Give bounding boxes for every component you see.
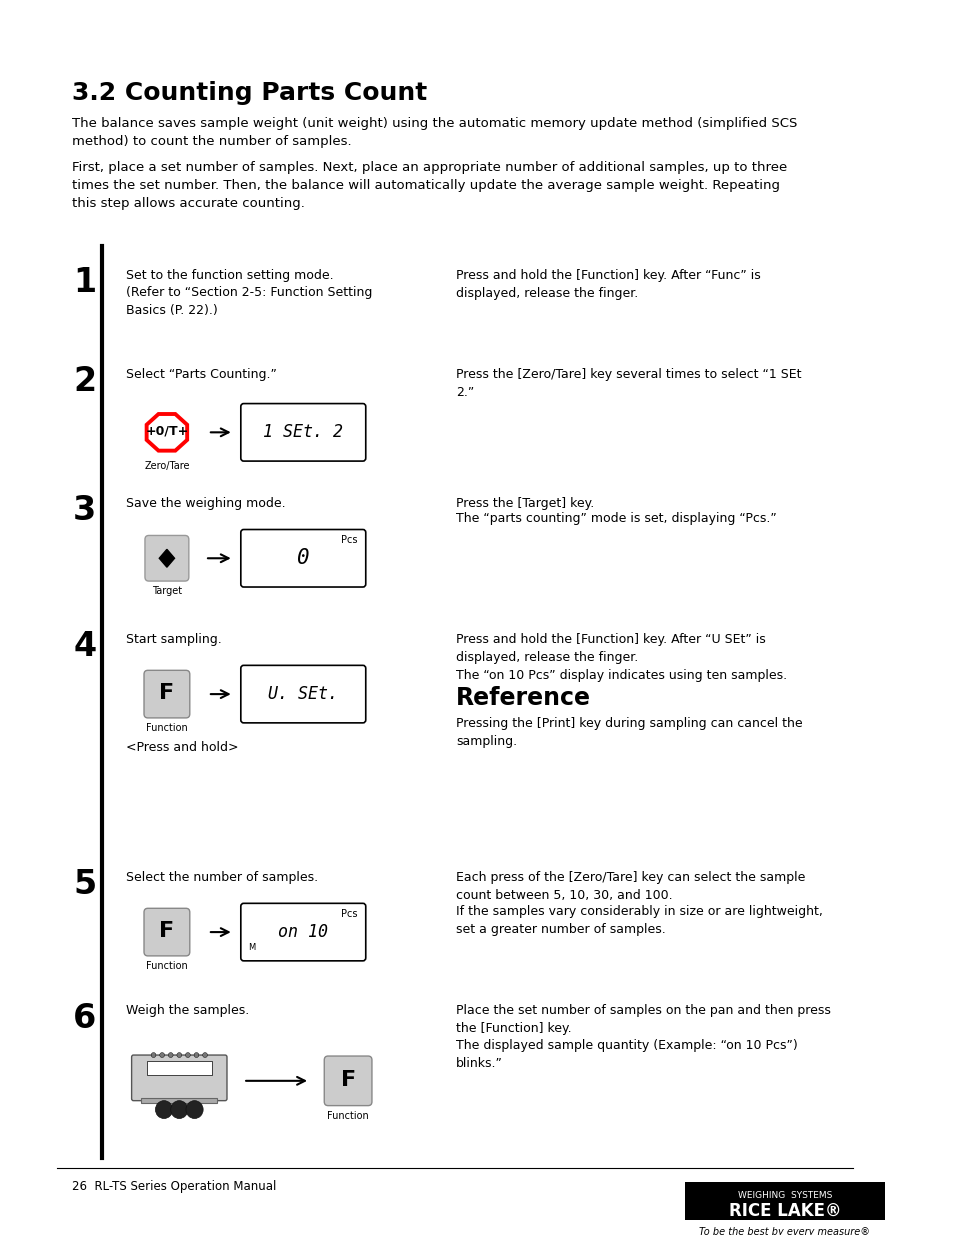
Text: Pcs: Pcs xyxy=(340,909,356,919)
FancyBboxPatch shape xyxy=(144,908,190,956)
Circle shape xyxy=(159,1052,164,1057)
Text: Set to the function setting mode.: Set to the function setting mode. xyxy=(126,269,334,282)
Text: Press the [Target] key.: Press the [Target] key. xyxy=(456,496,594,510)
Text: 3: 3 xyxy=(73,494,96,527)
FancyBboxPatch shape xyxy=(240,903,365,961)
FancyBboxPatch shape xyxy=(324,1056,372,1105)
Text: F: F xyxy=(340,1070,355,1089)
Text: Pcs: Pcs xyxy=(340,536,356,546)
Circle shape xyxy=(155,1100,172,1119)
Polygon shape xyxy=(159,550,174,567)
Text: Press the [Zero/Tare] key several times to select “1 SEt
2.”: Press the [Zero/Tare] key several times … xyxy=(456,368,801,399)
Text: F: F xyxy=(159,921,174,941)
Text: 0: 0 xyxy=(296,548,310,568)
FancyBboxPatch shape xyxy=(144,671,190,718)
FancyBboxPatch shape xyxy=(132,1055,227,1100)
Bar xyxy=(141,1098,217,1103)
FancyBboxPatch shape xyxy=(240,404,365,461)
Text: First, place a set number of samples. Next, place an appropriate number of addit: First, place a set number of samples. Ne… xyxy=(71,161,786,210)
Text: Save the weighing mode.: Save the weighing mode. xyxy=(126,496,285,510)
Bar xyxy=(684,1182,884,1220)
Text: The balance saves sample weight (unit weight) using the automatic memory update : The balance saves sample weight (unit we… xyxy=(71,117,796,148)
Text: 4: 4 xyxy=(73,630,96,663)
Bar xyxy=(147,1061,212,1074)
Text: 26  RL-TS Series Operation Manual: 26 RL-TS Series Operation Manual xyxy=(71,1179,275,1193)
Polygon shape xyxy=(147,414,187,451)
Circle shape xyxy=(151,1052,155,1057)
Circle shape xyxy=(171,1100,188,1119)
Text: Weigh the samples.: Weigh the samples. xyxy=(126,1004,249,1018)
Text: Reference: Reference xyxy=(456,687,590,710)
Text: 6: 6 xyxy=(73,1002,96,1035)
Text: 2: 2 xyxy=(73,364,96,398)
Text: To be the best by every measure®: To be the best by every measure® xyxy=(699,1226,869,1235)
Text: Place the set number of samples on the pan and then press
the [Function] key.: Place the set number of samples on the p… xyxy=(456,1004,830,1035)
Text: 1: 1 xyxy=(73,266,96,299)
Text: If the samples vary considerably in size or are lightweight,
set a greater numbe: If the samples vary considerably in size… xyxy=(456,905,821,936)
Text: The “parts counting” mode is set, displaying “Pcs.”: The “parts counting” mode is set, displa… xyxy=(456,511,776,525)
Text: M: M xyxy=(248,944,255,952)
Text: Each press of the [Zero/Tare] key can select the sample
count between 5, 10, 30,: Each press of the [Zero/Tare] key can se… xyxy=(456,871,804,902)
Text: Function: Function xyxy=(146,722,188,732)
Text: Select “Parts Counting.”: Select “Parts Counting.” xyxy=(126,368,276,380)
FancyBboxPatch shape xyxy=(240,666,365,722)
Text: 3.2 Counting Parts Count: 3.2 Counting Parts Count xyxy=(71,82,426,105)
Text: F: F xyxy=(159,683,174,703)
FancyBboxPatch shape xyxy=(240,530,365,587)
Text: +0/T+: +0/T+ xyxy=(145,425,189,438)
Text: The “on 10 Pcs” display indicates using ten samples.: The “on 10 Pcs” display indicates using … xyxy=(456,669,786,682)
Text: Pressing the [Print] key during sampling can cancel the
sampling.: Pressing the [Print] key during sampling… xyxy=(456,716,801,748)
Text: Function: Function xyxy=(146,961,188,971)
Circle shape xyxy=(186,1100,203,1119)
Text: Zero/Tare: Zero/Tare xyxy=(144,461,190,471)
Text: on 10: on 10 xyxy=(278,923,328,941)
Text: 1 SEt. 2: 1 SEt. 2 xyxy=(263,424,343,441)
Text: Target: Target xyxy=(152,587,182,597)
Circle shape xyxy=(202,1052,207,1057)
Text: (Refer to “Section 2-5: Function Setting
Basics (P. 22).): (Refer to “Section 2-5: Function Setting… xyxy=(126,285,372,316)
Text: The displayed sample quantity (Example: “on 10 Pcs”)
blinks.”: The displayed sample quantity (Example: … xyxy=(456,1039,797,1071)
Text: Function: Function xyxy=(327,1110,369,1120)
Text: WEIGHING  SYSTEMS: WEIGHING SYSTEMS xyxy=(737,1192,831,1200)
Circle shape xyxy=(168,1052,172,1057)
Text: Select the number of samples.: Select the number of samples. xyxy=(126,871,317,883)
FancyBboxPatch shape xyxy=(145,536,189,582)
Text: Start sampling.: Start sampling. xyxy=(126,632,221,646)
Text: Press and hold the [Function] key. After “Func” is
displayed, release the finger: Press and hold the [Function] key. After… xyxy=(456,269,760,300)
Circle shape xyxy=(176,1052,181,1057)
Text: RICE LAKE®: RICE LAKE® xyxy=(728,1202,841,1220)
Text: 5: 5 xyxy=(73,868,96,900)
Text: Press and hold the [Function] key. After “U SEt” is
displayed, release the finge: Press and hold the [Function] key. After… xyxy=(456,632,765,663)
Circle shape xyxy=(185,1052,190,1057)
Circle shape xyxy=(193,1052,198,1057)
Text: <Press and hold>: <Press and hold> xyxy=(126,741,238,753)
Text: U. SEt.: U. SEt. xyxy=(268,685,338,703)
